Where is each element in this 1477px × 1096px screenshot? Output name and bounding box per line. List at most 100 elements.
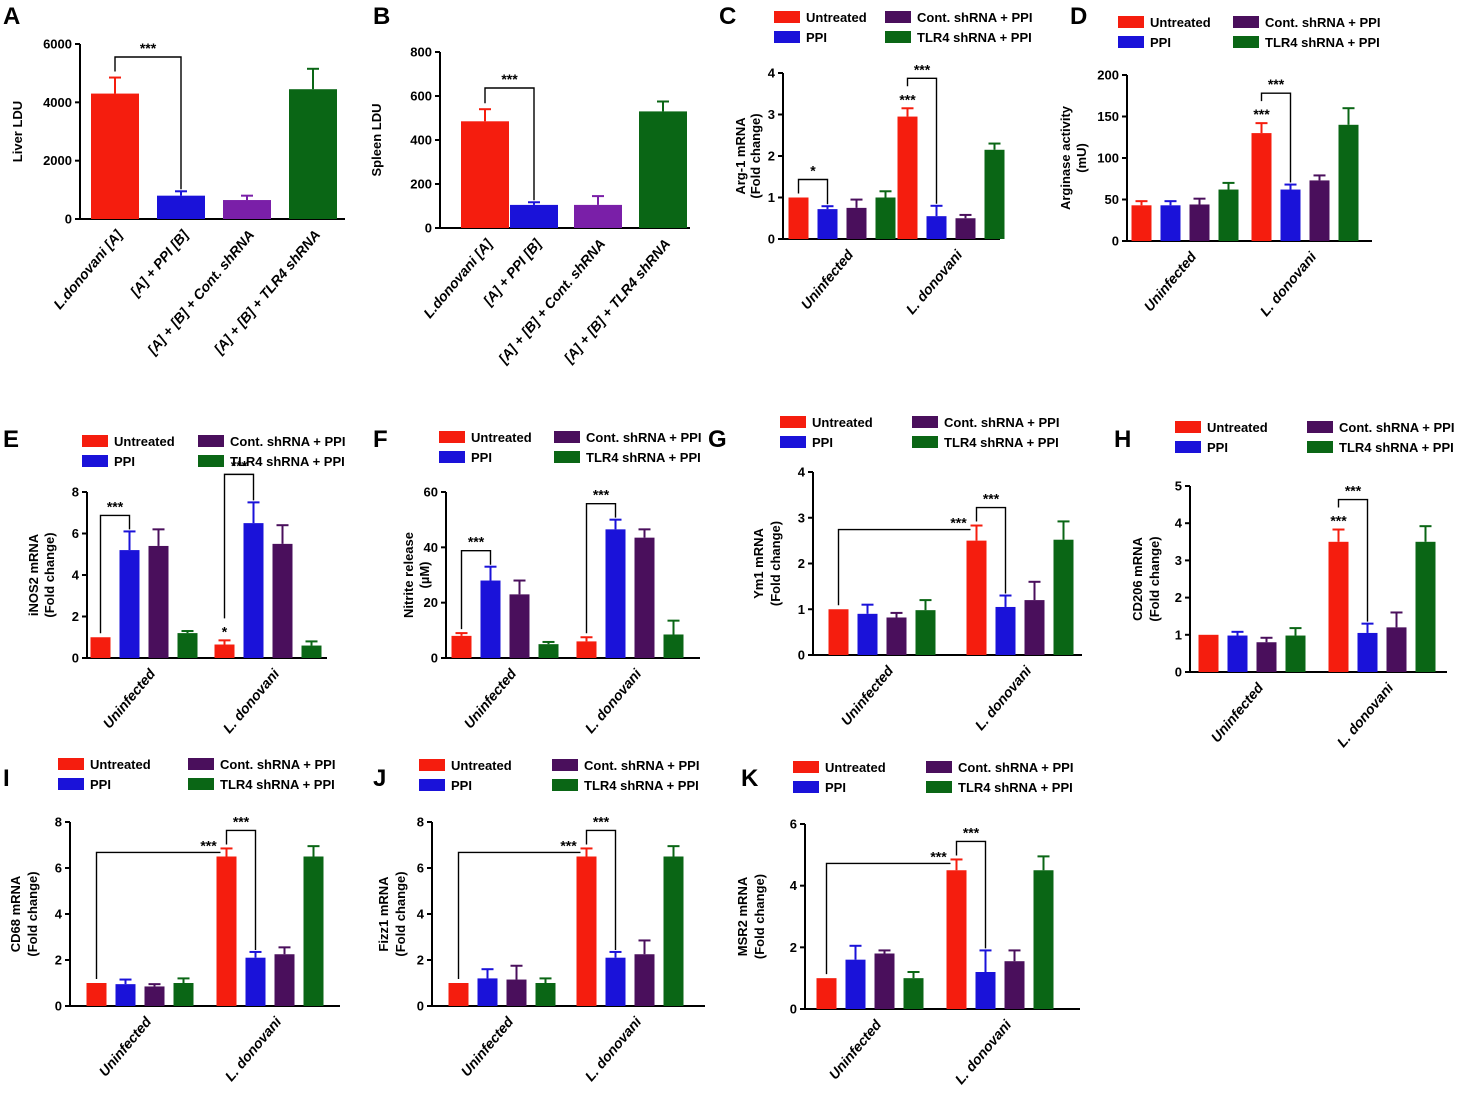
legend-swatch — [1307, 421, 1333, 433]
legend-swatch — [198, 435, 224, 447]
legend-label: TLR4 shRNA + PPI — [230, 454, 345, 469]
significance-bracket — [975, 506, 1007, 594]
significance-label: *** — [963, 824, 980, 840]
panel-letter: C — [719, 3, 736, 30]
y-tick-label: 3 — [1175, 553, 1182, 568]
legend-swatch — [1175, 421, 1201, 433]
y-axis-title: Arginase activity — [1058, 105, 1073, 210]
y-tick-label: 2 — [790, 940, 797, 955]
y-tick-label: 1 — [798, 602, 805, 617]
y-tick-label: 2 — [1175, 590, 1182, 605]
bar — [119, 550, 140, 658]
legend-swatch — [1307, 441, 1333, 453]
y-tick-label: 4 — [768, 66, 776, 81]
significance-label: *** — [950, 515, 967, 531]
bar — [272, 543, 293, 658]
legend-swatch — [885, 31, 911, 43]
legend-label: Cont. shRNA + PPI — [220, 757, 335, 772]
significance-bracket — [223, 473, 255, 619]
panel-F: F 0 20 40 60 Nitrite release (µM) Untreated PPI C… — [373, 426, 701, 736]
y-tick-label: 6000 — [43, 37, 72, 52]
y-tick-label: 3 — [768, 107, 775, 122]
y-tick-label: 2 — [55, 953, 62, 968]
bar — [915, 610, 936, 655]
significance-star: *** — [1253, 106, 1270, 122]
y-tick-label: 5 — [1175, 479, 1182, 494]
legend-label: Cont. shRNA + PPI — [584, 758, 699, 773]
bar — [663, 856, 684, 1006]
bar — [946, 870, 967, 1009]
legend-label: Untreated — [114, 434, 175, 449]
bar — [886, 617, 907, 655]
bar — [605, 529, 626, 658]
x-category-label: L.donovani [A] — [420, 235, 496, 321]
significance-bracket — [797, 178, 829, 205]
legend-swatch — [1118, 36, 1144, 48]
y-tick-label: 2 — [768, 149, 775, 164]
panel-letter: G — [708, 426, 727, 453]
x-category-label: Uninfected — [838, 662, 897, 728]
x-category-label: Uninfected — [1141, 248, 1200, 314]
bar — [926, 216, 947, 239]
x-category-label: L.donovani [A] — [50, 226, 126, 312]
y-tick-label: 8 — [72, 485, 79, 500]
y-tick-label: 600 — [410, 89, 432, 104]
bar — [605, 957, 626, 1006]
bar — [845, 959, 866, 1009]
legend-swatch — [1233, 36, 1259, 48]
y-tick-label: 400 — [410, 133, 432, 148]
significance-label: *** — [593, 813, 610, 829]
x-category-label: L. donovani — [220, 665, 283, 736]
bar — [538, 644, 559, 658]
bar — [173, 983, 194, 1006]
y-tick-label: 2000 — [43, 153, 72, 168]
legend-label: TLR4 shRNA + PPI — [584, 778, 699, 793]
legend-swatch — [774, 31, 800, 43]
y-tick-label: 4 — [790, 878, 798, 893]
panel-J: J 0 2 4 6 8 Fizz1 mRNA (Fold change) Untreated PP… — [373, 758, 705, 1084]
legend-label: PPI — [114, 454, 135, 469]
x-category-label: [A] + [B] + Cont. shRNA — [494, 236, 608, 367]
bar — [1227, 635, 1248, 672]
x-category-label: Uninfected — [458, 1013, 517, 1079]
x-category-label: L. donovani — [582, 665, 645, 736]
y-axis-title: Arg-1 mRNA — [733, 117, 748, 195]
legend-label: Cont. shRNA + PPI — [944, 415, 1059, 430]
legend-label: TLR4 shRNA + PPI — [586, 450, 701, 465]
bar — [216, 856, 237, 1006]
y-axis-title: CD68 mRNA — [8, 875, 23, 952]
x-category-label: Uninfected — [1208, 679, 1267, 745]
legend-label: PPI — [812, 435, 833, 450]
y-tick-label: 4000 — [43, 95, 72, 110]
legend-swatch — [82, 435, 108, 447]
legend-label: TLR4 shRNA + PPI — [220, 777, 335, 792]
significance-bracket — [585, 829, 617, 950]
bar — [535, 983, 556, 1006]
bar — [1024, 600, 1045, 655]
legend-label: Untreated — [1207, 420, 1268, 435]
legend-label: Untreated — [812, 415, 873, 430]
legend-swatch — [793, 761, 819, 773]
significance-label: *** — [140, 40, 157, 56]
bar — [1338, 124, 1359, 241]
panel-H: H 0 1 2 3 4 5 CD206 mRNA (Fold change) Untreated P… — [1114, 420, 1454, 750]
y-tick-label: 4 — [55, 907, 63, 922]
y-axis-title: Liver LDU — [10, 101, 25, 162]
bar — [177, 633, 198, 658]
significance-label: *** — [501, 71, 518, 87]
bar — [903, 978, 924, 1009]
y-tick-label: 20 — [424, 595, 438, 610]
legend-label: Untreated — [471, 430, 532, 445]
bar — [1189, 204, 1210, 241]
x-category-label: [A] + PPI [B] — [126, 226, 192, 300]
bar — [875, 197, 896, 239]
significance-label: *** — [1268, 76, 1285, 92]
bar — [1251, 133, 1272, 241]
bar — [1357, 632, 1378, 672]
y-tick-label: 40 — [424, 540, 438, 555]
bar-1 — [157, 195, 205, 219]
legend-label: TLR4 shRNA + PPI — [944, 435, 1059, 450]
y-tick-label: 4 — [1175, 516, 1183, 531]
